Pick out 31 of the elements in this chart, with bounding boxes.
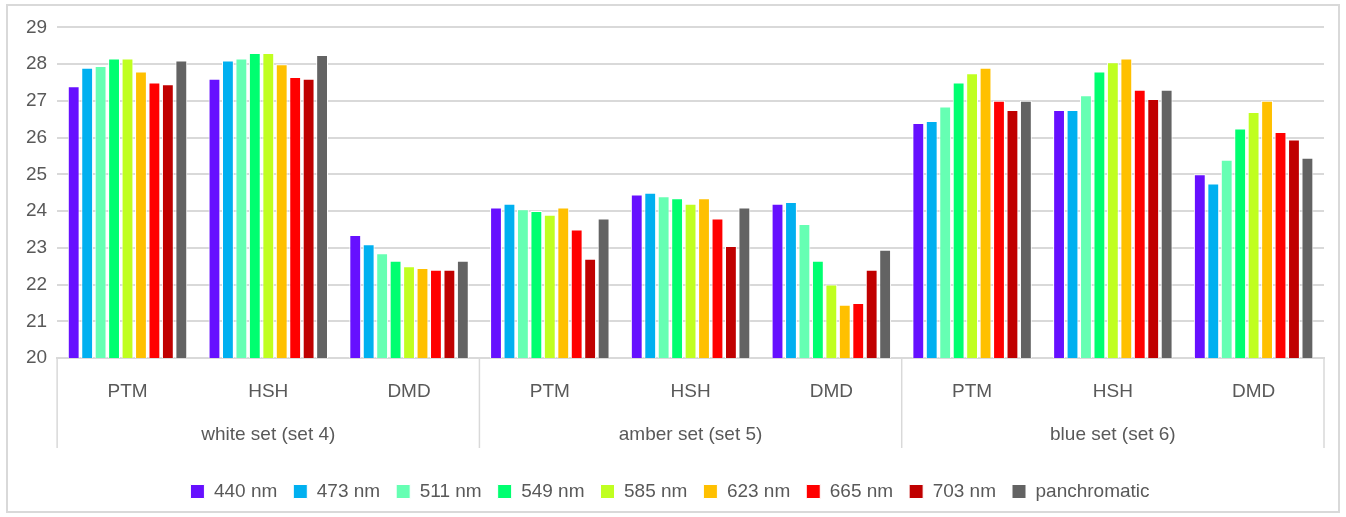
text: blue set (set 6) bbox=[1050, 423, 1176, 445]
legend-label: 585 nm bbox=[624, 479, 688, 501]
y-tick-label: 21 bbox=[25, 309, 48, 331]
x-tick-label: HSH bbox=[670, 379, 711, 401]
text: amber set (set 5) bbox=[618, 423, 763, 445]
text: white set (set 4) bbox=[200, 423, 336, 445]
legend-label: 440 nm bbox=[213, 479, 278, 501]
legend-label: 511 nm bbox=[419, 479, 482, 501]
y-tick-label: 28 bbox=[25, 52, 48, 74]
x-tick-label: PTM bbox=[952, 379, 993, 401]
legend-label: 623 nm bbox=[726, 479, 791, 501]
y-tick-label: 22 bbox=[25, 272, 48, 294]
y-tick-label: 20 bbox=[25, 346, 48, 368]
x-tick-label: PTM bbox=[107, 379, 148, 401]
y-tick-label: 27 bbox=[25, 89, 48, 111]
legend-label: panchromatic bbox=[1035, 479, 1150, 501]
legend-label: 473 nm bbox=[316, 479, 381, 501]
x-tick-label: DMD bbox=[1231, 379, 1276, 401]
y-tick-label: 29 bbox=[25, 15, 48, 37]
x-tick-label: DMD bbox=[809, 379, 853, 401]
x-tick-label: PTM bbox=[529, 379, 570, 401]
x-tick-label: DMD bbox=[387, 379, 431, 401]
legend-label: 549 nm bbox=[521, 479, 585, 501]
y-tick-label: 26 bbox=[25, 125, 48, 147]
y-tick-label: 23 bbox=[25, 236, 48, 258]
x-tick-label: HSH bbox=[1092, 379, 1133, 401]
legend-label: 665 nm bbox=[829, 479, 894, 501]
x-tick-label: HSH bbox=[248, 379, 289, 401]
y-tick-label: 25 bbox=[25, 162, 48, 184]
legend-label: 703 nm bbox=[932, 479, 997, 501]
y-tick-label: 24 bbox=[25, 199, 48, 221]
